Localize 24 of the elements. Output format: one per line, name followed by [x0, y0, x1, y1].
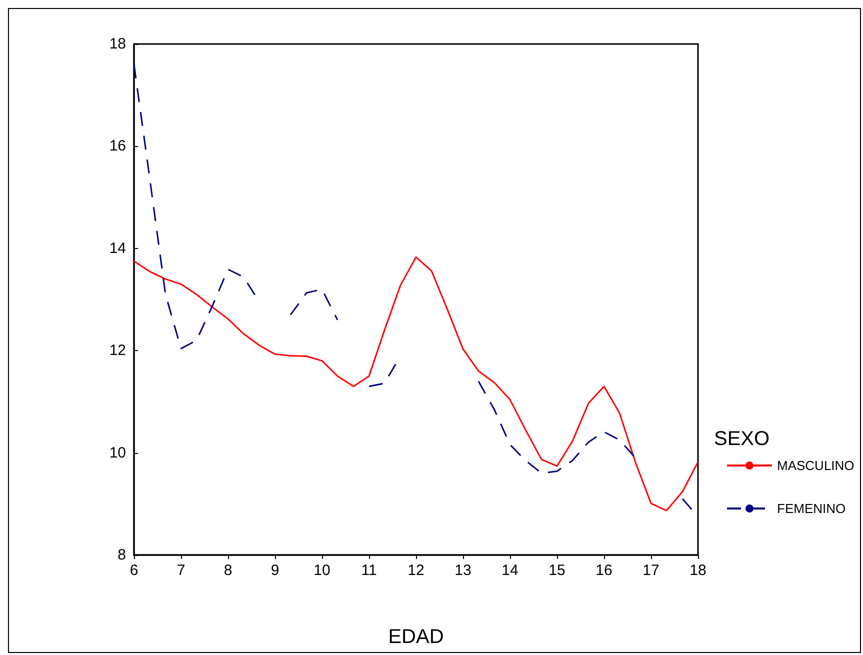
legend-label: MASCULINO: [777, 458, 854, 473]
y-tick-label: 10: [109, 444, 126, 462]
legend-title: SEXO: [714, 428, 770, 450]
y-tick-label: 14: [109, 240, 126, 257]
x-tick-label: 10: [314, 562, 330, 579]
x-tick-label: 17: [642, 562, 660, 579]
x-tick-label: 18: [690, 562, 706, 579]
x-tick-label: 9: [270, 562, 280, 579]
x-tick-label: 11: [361, 562, 377, 579]
y-tick-label: 18: [109, 36, 126, 52]
legend-label: FEMENINO: [777, 501, 846, 516]
x-tick-label: 12: [408, 562, 424, 579]
x-tick-label: 13: [454, 562, 472, 579]
x-tick-label: 16: [596, 562, 612, 579]
y-tick-label: 8: [118, 546, 126, 564]
x-tick-label: 15: [548, 562, 566, 579]
x-tick-label: 14: [502, 562, 518, 579]
line-series: [133, 256, 699, 512]
x-axis-title: EDAD: [388, 626, 444, 648]
y-tick-label: 16: [109, 138, 126, 155]
x-tick-label: 6: [130, 562, 138, 579]
x-tick-label: 7: [176, 562, 186, 579]
x-tick-label: 8: [224, 562, 232, 579]
y-tick-label: 12: [109, 342, 126, 360]
